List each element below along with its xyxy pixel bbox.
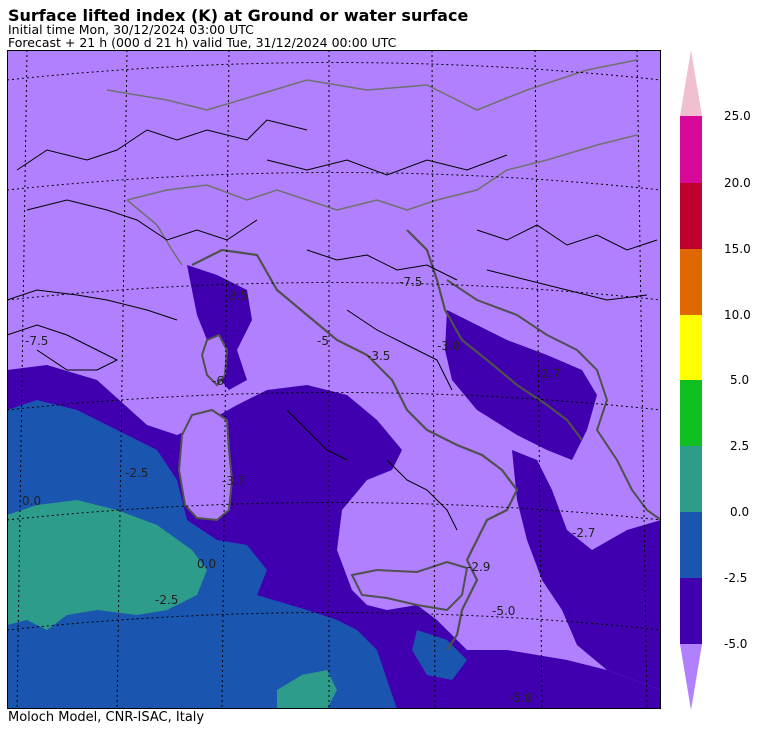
border-north [106, 59, 638, 111]
legend-swatch [680, 380, 702, 446]
legend-swatch [680, 578, 702, 644]
legend-label: 0.0 [730, 505, 749, 519]
legend-label: 2.5 [730, 439, 749, 453]
legend-label: -5.0 [724, 637, 747, 651]
contour-label: -6 [212, 374, 224, 388]
contour-label: -5.0 [509, 691, 532, 705]
contour-label: -3.7 [222, 474, 245, 488]
contour-label: -5 [317, 334, 329, 348]
color-legend: 25.0 20.0 15.0 10.0 5.0 2.5 0.0 -2.5 -5.… [680, 50, 751, 710]
contour-label: 0.0 [197, 557, 216, 571]
legend-top-arrow [680, 50, 702, 116]
region-teal-south [277, 670, 337, 709]
contour-label: -2.5 [155, 593, 178, 607]
legend-swatch [680, 446, 702, 512]
contour-label: -3.5 [225, 289, 248, 303]
legend-label: 25.0 [724, 109, 751, 123]
legend-label: 20.0 [724, 176, 751, 190]
forecast-time: Forecast + 21 h (000 d 21 h) valid Tue, … [8, 35, 397, 50]
coastline-adriatic [406, 229, 583, 441]
legend-bottom-arrow [680, 644, 702, 710]
contour-label: 0.0 [22, 494, 41, 508]
contour-label: -5.0 [492, 604, 515, 618]
contour-label: -2.7 [572, 526, 595, 540]
coastline-balkans [446, 279, 661, 521]
model-credit: Moloch Model, CNR-ISAC, Italy [8, 710, 205, 725]
legend-swatch [680, 116, 702, 183]
contour-label: -3.5 [367, 349, 390, 363]
legend-swatch [680, 183, 702, 249]
legend-label: 5.0 [730, 373, 749, 387]
contour-label: -3.0 [437, 339, 460, 353]
contour-label: -2.5 [125, 466, 148, 480]
legend-label: 10.0 [724, 308, 751, 322]
island-sicily [350, 560, 469, 612]
contour-label: -7.5 [399, 275, 422, 289]
region-deep-adriatic [445, 310, 597, 460]
contour-lines [7, 119, 658, 531]
initial-time: Initial time Mon, 30/12/2024 03:00 UTC [8, 22, 254, 37]
legend-label: -2.5 [724, 571, 747, 585]
border-france [126, 199, 183, 266]
region-deep-ligurian [187, 265, 252, 390]
map-frame [7, 50, 661, 709]
chart-title: Surface lifted index (K) at Ground or wa… [8, 6, 469, 25]
region-teal [7, 500, 207, 630]
island-sardinia [177, 408, 234, 522]
coastline-italy [191, 248, 519, 651]
contour-labels: -7.5 -3.5 -5 -6 -3.5 -7.5 -3.0 -2.5 0.0 … [22, 275, 595, 705]
legend-swatch [680, 315, 702, 380]
region-deep-ionian [512, 450, 661, 690]
legend-swatch [680, 512, 702, 578]
legend-label: 15.0 [724, 242, 751, 256]
map-plot: -7.5 -3.5 -5 -6 -3.5 -7.5 -3.0 -2.5 0.0 … [7, 50, 661, 709]
contour-label: -2.9 [467, 560, 490, 574]
region-blue-south [412, 630, 467, 680]
island-corsica [200, 333, 229, 387]
contour-label: -2.7 [537, 367, 560, 381]
region-blue [7, 400, 397, 709]
contour-label: -7.5 [25, 334, 48, 348]
legend-swatch [680, 249, 702, 315]
border-alps [126, 134, 638, 211]
